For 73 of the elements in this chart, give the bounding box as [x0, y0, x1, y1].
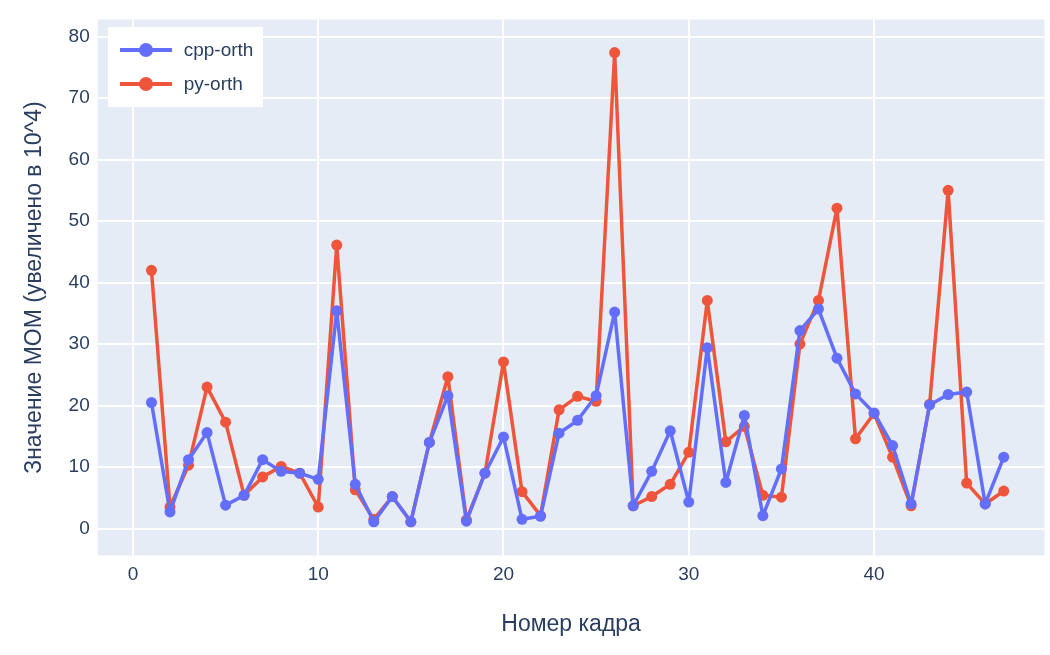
point — [275, 465, 287, 477]
point — [183, 454, 195, 466]
point — [738, 409, 750, 421]
point — [553, 404, 565, 416]
point — [349, 478, 361, 490]
x-axis-title: Номер кадра — [501, 609, 642, 636]
point — [831, 352, 843, 364]
x-tick-label: 40 — [863, 563, 885, 585]
point — [220, 416, 232, 428]
point — [609, 306, 621, 318]
point — [664, 478, 676, 490]
point — [590, 390, 602, 402]
point — [850, 433, 862, 445]
x-tick-label: 0 — [127, 563, 139, 585]
point — [850, 388, 862, 400]
point — [442, 390, 454, 402]
point — [812, 303, 824, 315]
y-axis-title: Значение МОМ (увеличено в 10^4) — [20, 101, 47, 474]
point — [312, 473, 324, 485]
legend-label: py-orth — [183, 73, 243, 96]
y-tick-label: 20 — [68, 393, 90, 415]
point — [572, 414, 584, 426]
point — [145, 396, 157, 408]
point — [553, 427, 565, 439]
point — [646, 491, 658, 503]
point — [201, 381, 213, 393]
point — [201, 427, 213, 439]
point — [646, 465, 658, 477]
point — [775, 491, 787, 503]
point — [145, 264, 157, 276]
point — [312, 501, 324, 513]
point — [331, 239, 343, 251]
y-tick-label: 10 — [68, 455, 90, 477]
point — [683, 496, 695, 508]
y-tick-label: 50 — [68, 209, 90, 231]
point — [775, 463, 787, 475]
x-tick-label: 30 — [678, 563, 700, 585]
point — [516, 513, 528, 525]
point — [961, 386, 973, 398]
point — [998, 451, 1010, 463]
point — [942, 388, 954, 400]
point — [701, 342, 713, 354]
y-tick-label: 70 — [68, 86, 90, 108]
point — [998, 485, 1010, 497]
point — [887, 440, 899, 452]
point — [664, 425, 676, 437]
point — [516, 486, 528, 498]
point — [831, 202, 843, 214]
point — [220, 499, 232, 511]
point — [961, 477, 973, 489]
point — [257, 454, 269, 466]
point — [257, 471, 269, 483]
point — [609, 47, 621, 59]
legend-label: cpp-orth — [183, 39, 254, 62]
point — [683, 446, 695, 458]
x-tick-label: 10 — [307, 563, 329, 585]
x-tick-label: 20 — [492, 563, 515, 585]
point — [701, 294, 713, 306]
point — [794, 325, 806, 337]
point — [331, 305, 343, 317]
point — [757, 510, 769, 522]
y-tick-label: 40 — [68, 270, 90, 292]
point — [572, 390, 584, 402]
point — [442, 371, 454, 383]
point — [164, 506, 176, 518]
point — [497, 356, 509, 368]
point — [497, 431, 509, 443]
y-tick-label: 60 — [68, 147, 90, 169]
point — [720, 476, 732, 488]
y-tick-label: 30 — [68, 332, 90, 354]
point — [942, 184, 954, 196]
y-tick-label: 0 — [79, 516, 90, 538]
y-tick-label: 80 — [68, 24, 90, 46]
